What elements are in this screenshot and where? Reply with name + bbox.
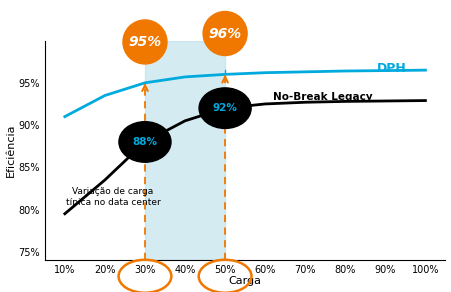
Text: 88%: 88% <box>133 137 157 147</box>
Ellipse shape <box>119 122 171 162</box>
Y-axis label: Eficiência: Eficiência <box>5 124 15 177</box>
Text: 92%: 92% <box>213 103 238 113</box>
Text: No-Break Legacy: No-Break Legacy <box>273 92 373 102</box>
Text: DPH: DPH <box>377 62 407 75</box>
X-axis label: Carga: Carga <box>229 277 262 286</box>
Bar <box>145 41 225 260</box>
Text: 95%: 95% <box>129 35 161 49</box>
Ellipse shape <box>199 88 251 128</box>
Text: 96%: 96% <box>208 27 242 41</box>
Text: Variação de carga
típica no data center: Variação de carga típica no data center <box>65 187 160 206</box>
